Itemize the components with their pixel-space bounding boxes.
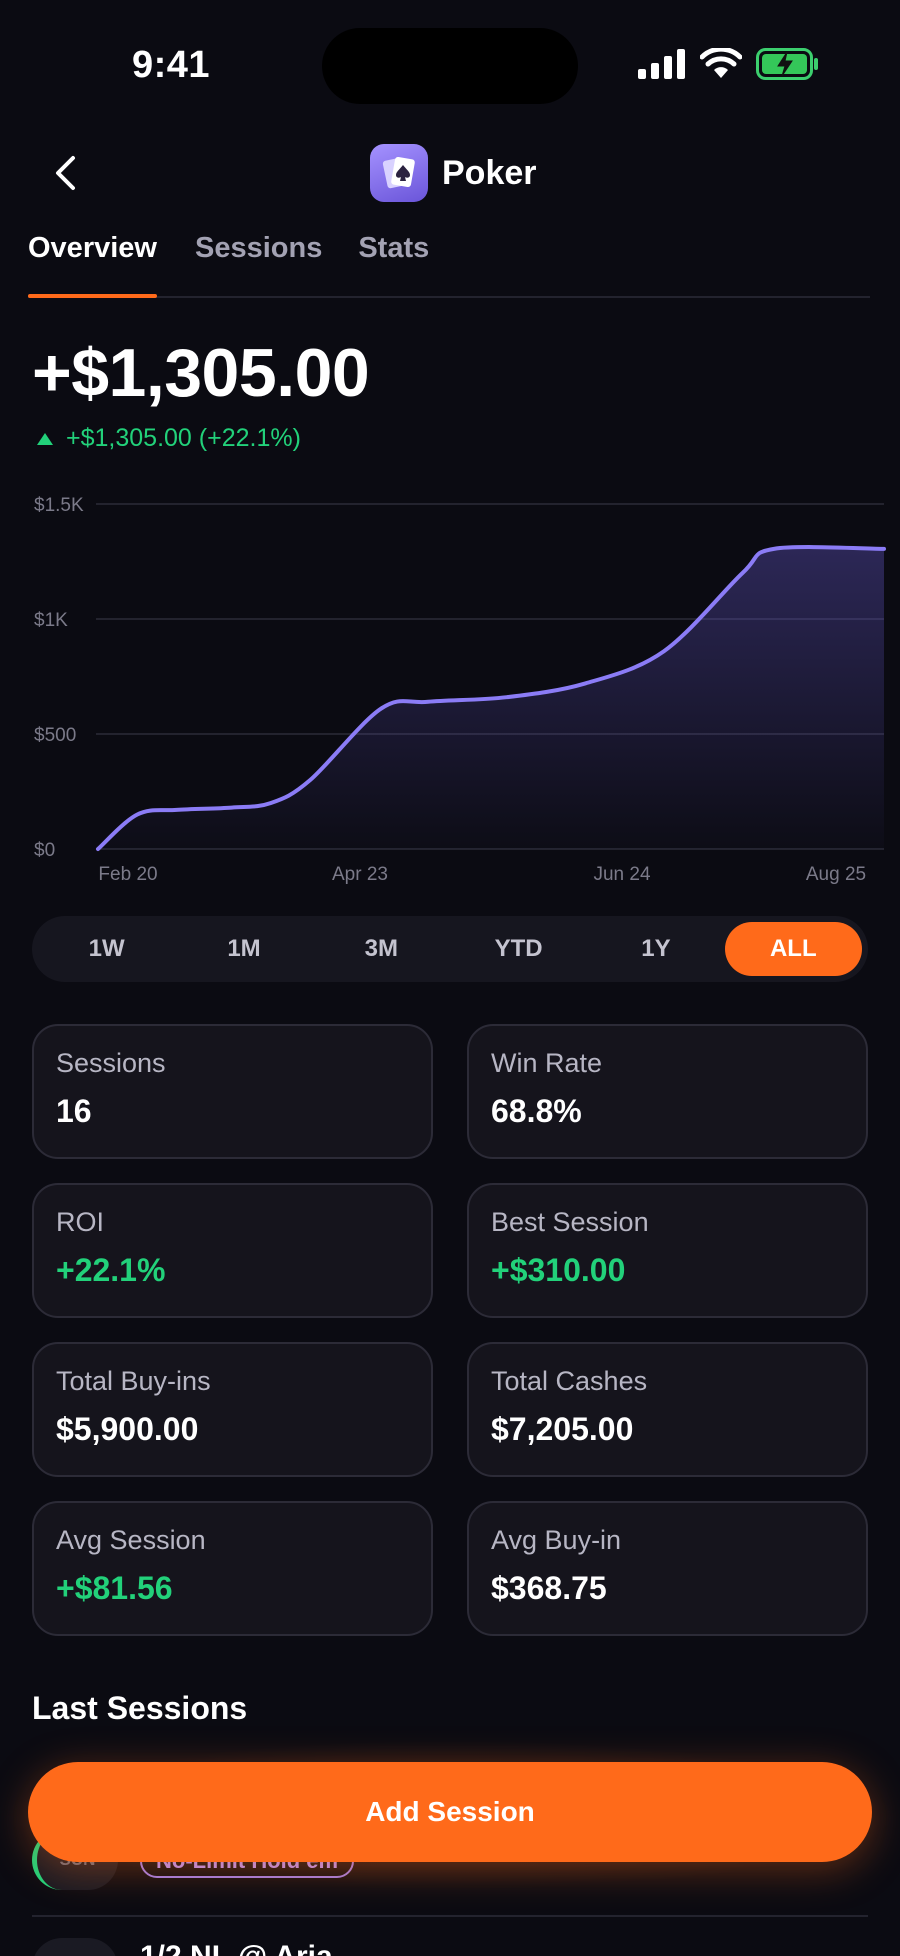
- range-1m[interactable]: 1M: [227, 935, 261, 962]
- battery-charging-icon: [756, 48, 818, 80]
- range-1y[interactable]: 1Y: [641, 935, 671, 962]
- change-value: +$1,305.00 (+22.1%): [66, 424, 301, 452]
- stat-card-total-buy-ins: Total Buy-ins $5,900.00: [32, 1342, 433, 1477]
- stat-card-win-rate: Win Rate 68.8%: [467, 1024, 868, 1159]
- stat-value: $7,205.00: [491, 1411, 634, 1447]
- list-item[interactable]: 1/2 NL @ Aria: [32, 1930, 868, 1956]
- stats-grid: Sessions 16 Win Rate 68.8% ROI +22.1% Be…: [32, 1024, 868, 1636]
- stat-value: +$310.00: [491, 1252, 626, 1288]
- tab-stats[interactable]: Stats: [358, 232, 430, 264]
- stat-card-roi: ROI +22.1%: [32, 1183, 433, 1318]
- stat-label: Best Session: [491, 1207, 649, 1237]
- status-icons: [638, 48, 820, 80]
- x-tick-label: Jun 24: [593, 864, 650, 885]
- stat-value: +$81.56: [56, 1570, 173, 1606]
- range-3m[interactable]: 3M: [364, 935, 398, 962]
- tab-overview[interactable]: Overview: [28, 228, 157, 298]
- chart-area: [98, 547, 884, 849]
- y-tick-label: $500: [34, 725, 76, 746]
- stat-value: $368.75: [491, 1570, 607, 1606]
- chevron-left-icon: [56, 156, 75, 190]
- total-profit: +$1,305.00: [32, 335, 370, 411]
- tab-sessions[interactable]: Sessions: [194, 232, 323, 264]
- y-tick-label: $0: [34, 840, 55, 861]
- range-ytd[interactable]: YTD: [494, 935, 543, 962]
- stat-card-total-cashes: Total Cashes $7,205.00: [467, 1342, 868, 1477]
- stat-card-best-session: Best Session +$310.00: [467, 1183, 868, 1318]
- stat-value: $5,900.00: [56, 1411, 199, 1447]
- stat-label: Total Cashes: [491, 1366, 648, 1396]
- x-tick-label: Aug 25: [806, 864, 866, 885]
- time-range-selector: 1W 1M 3M YTD 1Y ALL: [32, 916, 868, 982]
- last-sessions-title: Last Sessions: [32, 1690, 248, 1726]
- spade-cards-icon: [370, 144, 428, 202]
- stat-value: +22.1%: [56, 1252, 166, 1288]
- stat-value: 68.8%: [491, 1093, 582, 1129]
- status-bar: 9:41: [0, 0, 900, 130]
- header: Poker: [0, 140, 900, 206]
- divider: [32, 1915, 868, 1917]
- triangle-up-icon: [37, 432, 53, 445]
- x-tick-label: Apr 23: [332, 864, 388, 885]
- back-button[interactable]: [40, 148, 90, 198]
- dynamic-island: [322, 28, 578, 104]
- range-all[interactable]: ALL: [724, 922, 862, 976]
- session-title: 1/2 NL @ Aria: [140, 1940, 333, 1956]
- change-row: +$1,305.00 (+22.1%): [36, 424, 301, 453]
- chart-series-line: [96, 545, 886, 851]
- header-title-group: Poker: [370, 144, 537, 202]
- wifi-icon: [700, 48, 742, 78]
- page-title: Poker: [442, 153, 537, 192]
- stat-label: Total Buy-ins: [56, 1366, 211, 1396]
- stat-value: 16: [56, 1093, 92, 1129]
- tab-bar: Overview Sessions Stats: [28, 228, 870, 298]
- stat-label: Avg Session: [56, 1525, 206, 1555]
- range-1w[interactable]: 1W: [88, 935, 125, 962]
- stat-card-avg-buy-in: Avg Buy-in $368.75: [467, 1501, 868, 1636]
- signal-icon: [638, 49, 685, 79]
- stat-label: Avg Buy-in: [491, 1525, 622, 1555]
- stat-label: ROI: [56, 1207, 105, 1237]
- add-session-button[interactable]: Add Session: [28, 1762, 872, 1862]
- stat-label: Win Rate: [491, 1048, 603, 1078]
- stat-card-avg-session: Avg Session +$81.56: [32, 1501, 433, 1636]
- session-day-badge: [32, 1938, 118, 1956]
- stat-card-sessions: Sessions 16: [32, 1024, 433, 1159]
- profit-chart: $0 $500 $1K $1.5K Feb 20 Apr 23 Jun 24 Aug 25: [34, 495, 886, 885]
- stat-label: Sessions: [56, 1048, 166, 1078]
- y-tick-label: $1K: [34, 610, 68, 631]
- status-time: 9:41: [132, 44, 211, 86]
- y-tick-label: $1.5K: [34, 495, 84, 516]
- x-tick-label: Feb 20: [98, 864, 157, 885]
